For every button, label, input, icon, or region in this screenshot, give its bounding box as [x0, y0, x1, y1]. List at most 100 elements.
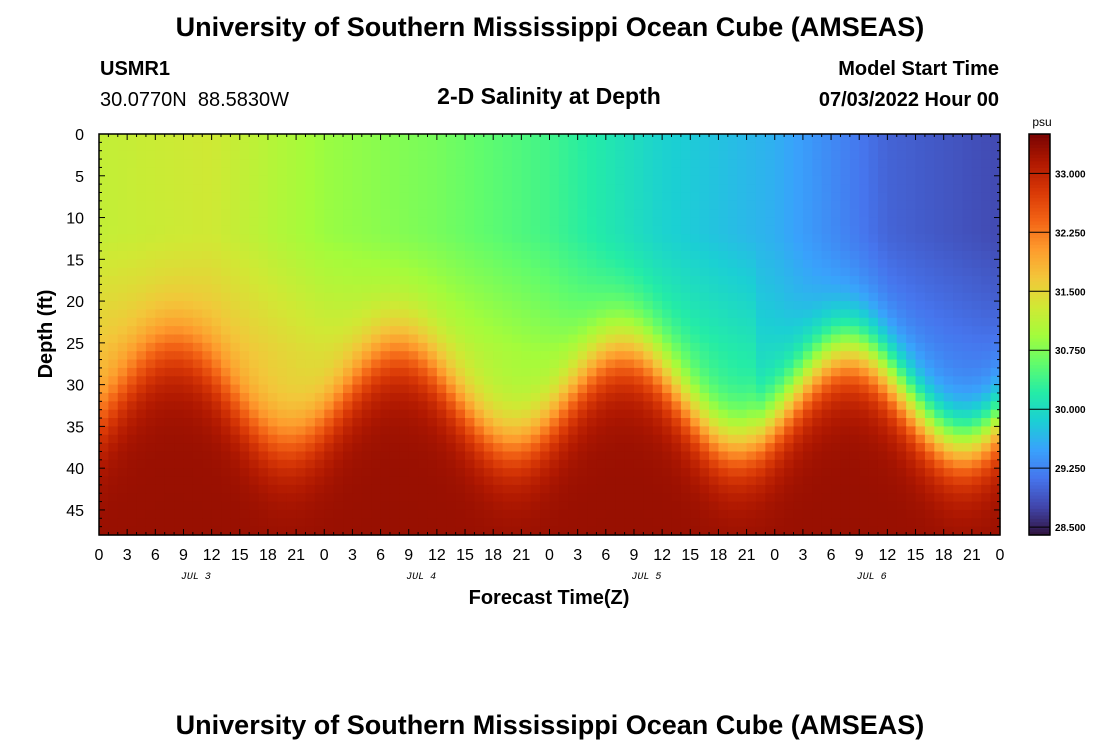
heatmap-cell — [615, 526, 626, 536]
heatmap-cell — [671, 326, 682, 336]
heatmap-cell — [192, 384, 203, 394]
heatmap-cell — [183, 234, 194, 244]
heatmap-cell — [418, 401, 429, 411]
heatmap-cell — [474, 334, 485, 344]
heatmap-cell — [558, 468, 569, 478]
heatmap-cell — [577, 159, 588, 169]
heatmap-cell — [971, 159, 982, 169]
heatmap-cell — [812, 367, 823, 377]
heatmap-cell — [399, 267, 410, 277]
heatmap-cell — [690, 468, 701, 478]
heatmap-cell — [399, 284, 410, 294]
heatmap-cell — [812, 376, 823, 386]
heatmap-cell — [408, 159, 419, 169]
heatmap-cell — [615, 225, 626, 235]
heatmap-cell — [953, 184, 964, 194]
heatmap-cell — [549, 484, 560, 494]
heatmap-cell — [408, 476, 419, 486]
heatmap-cell — [868, 501, 879, 511]
heatmap-cell — [389, 434, 400, 444]
heatmap-cell — [887, 184, 898, 194]
heatmap-cell — [333, 418, 344, 427]
heatmap-cell — [530, 501, 541, 511]
heatmap-cell — [127, 134, 138, 143]
heatmap-cell — [343, 451, 354, 461]
heatmap-cell — [765, 276, 776, 285]
heatmap-cell — [371, 159, 382, 169]
heatmap-cell — [540, 518, 551, 528]
heatmap-cell — [840, 509, 851, 519]
heatmap-cell — [755, 175, 766, 185]
heatmap-cell — [239, 225, 250, 235]
heatmap-cell — [765, 259, 776, 269]
heatmap-cell — [784, 134, 795, 143]
heatmap-cell — [784, 401, 795, 411]
heatmap-cell — [962, 242, 973, 252]
heatmap-cell — [568, 392, 579, 402]
heatmap-cell — [183, 342, 194, 352]
heatmap-cell — [333, 409, 344, 419]
heatmap-cell — [802, 242, 813, 252]
heatmap-cell — [549, 367, 560, 377]
heatmap-cell — [812, 242, 823, 252]
heatmap-cell — [624, 184, 635, 194]
x-tick-label: 0 — [770, 547, 779, 564]
heatmap-cell — [981, 200, 992, 210]
heatmap-cell — [765, 434, 776, 444]
heatmap-cell — [990, 134, 1001, 143]
heatmap-cell — [981, 493, 992, 503]
heatmap-cell — [408, 418, 419, 427]
heatmap-cell — [633, 250, 644, 260]
heatmap-cell — [915, 443, 926, 453]
heatmap-cell — [352, 192, 363, 202]
heatmap-cell — [727, 392, 738, 402]
heatmap-cell — [877, 526, 888, 536]
heatmap-cell — [145, 276, 156, 285]
heatmap-cell — [474, 217, 485, 227]
heatmap-cell — [427, 267, 438, 277]
heatmap-cell — [202, 401, 213, 411]
heatmap-cell — [446, 468, 457, 478]
heatmap-cell — [887, 259, 898, 269]
heatmap-cell — [465, 242, 476, 252]
heatmap-cell — [699, 326, 710, 336]
heatmap-cell — [596, 326, 607, 336]
heatmap-cell — [709, 476, 720, 486]
heatmap-cell — [831, 225, 842, 235]
heatmap-cell — [258, 409, 269, 419]
heatmap-cell — [981, 234, 992, 244]
heatmap-cell — [371, 376, 382, 386]
heatmap-cell — [277, 217, 288, 227]
heatmap-cell — [530, 476, 541, 486]
heatmap-cell — [737, 384, 748, 394]
heatmap-cell — [868, 484, 879, 494]
heatmap-cell — [906, 459, 917, 469]
heatmap-cell — [831, 451, 842, 461]
heatmap-cell — [408, 217, 419, 227]
heatmap-cell — [906, 359, 917, 369]
heatmap-cell — [624, 351, 635, 361]
heatmap-cell — [99, 451, 109, 461]
heatmap-cell — [474, 301, 485, 311]
heatmap-cell — [127, 284, 138, 294]
heatmap-cell — [680, 259, 691, 269]
heatmap-cell — [286, 459, 297, 469]
heatmap-cell — [314, 200, 325, 210]
heatmap-cell — [709, 200, 720, 210]
heatmap-cell — [746, 259, 757, 269]
heatmap-cell — [859, 267, 870, 277]
heatmap-cell — [840, 142, 851, 152]
heatmap-cell — [192, 367, 203, 377]
heatmap-cell — [784, 434, 795, 444]
heatmap-cell — [361, 142, 372, 152]
heatmap-cell — [924, 476, 935, 486]
model-start-value: 07/03/2022 Hour 00 — [819, 89, 999, 111]
heatmap-cell — [211, 200, 222, 210]
heatmap-cell — [699, 259, 710, 269]
heatmap-cell — [821, 468, 832, 478]
heatmap-cell — [455, 484, 466, 494]
heatmap-cell — [164, 342, 175, 352]
heatmap-cell — [943, 409, 954, 419]
heatmap-cell — [793, 225, 804, 235]
heatmap-cell — [446, 392, 457, 402]
